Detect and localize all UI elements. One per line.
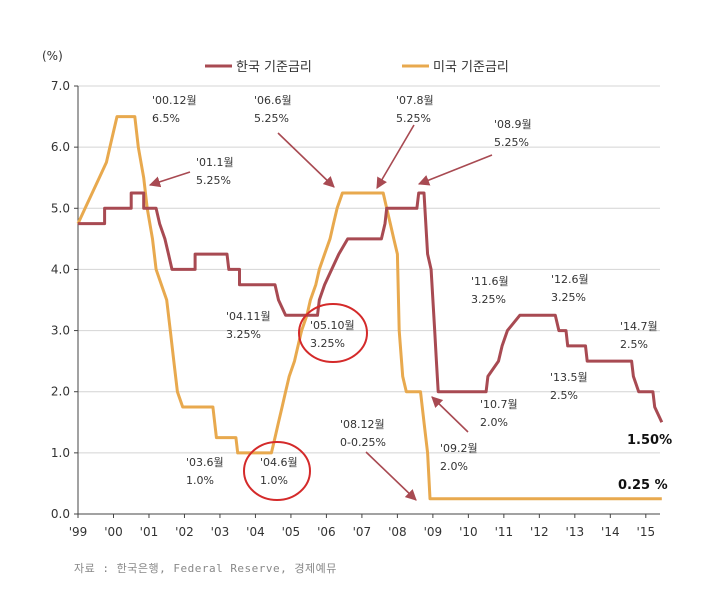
x-tick-label: '02 (175, 525, 194, 539)
annotation-06-6: '06.6월 5.25% (254, 94, 292, 125)
annotations: '00.12월 6.5% '01.1월 5.25% '06.6월 5.25% '07.… (152, 94, 658, 487)
x-tick-label: '07 (353, 525, 372, 539)
y-tick-label: 1.0 (51, 446, 70, 460)
arrow-07-8 (376, 124, 415, 189)
y-tick-label: 0.0 (51, 507, 70, 521)
y-axis-ticks: 0.0 1.0 2.0 3.0 4.0 5.0 6.0 7.0 (51, 79, 78, 521)
annotation-01-1: '01.1월 5.25% (196, 156, 234, 187)
y-tick-label: 5.0 (51, 201, 70, 215)
legend-label-us: 미국 기준금리 (433, 60, 509, 75)
end-label-korea: 1.50% (627, 433, 672, 448)
annotation-12-6: '12.6월 3.25% (551, 273, 589, 304)
annotation-11-6: '11.6월 3.25% (471, 275, 509, 306)
annotation-05-10: '05.10월 3.25% (310, 319, 355, 350)
y-tick-label: 3.0 (51, 324, 70, 338)
annotation-09-2: '09.2월 2.0% (440, 442, 478, 473)
annotation-04-6: '04.6월 1.0% (260, 456, 298, 487)
arrow-06-6 (277, 132, 335, 188)
end-label-us: 0.25 % (618, 478, 668, 493)
annotation-13-5: '13.5월 2.5% (550, 371, 588, 402)
annotation-08-9: '08.9월 5.25% (494, 118, 532, 149)
legend: 한국 기준금리 미국 기준금리 (205, 60, 509, 75)
x-tick-label: '13 (566, 525, 585, 539)
highlight-circle-05-10 (298, 303, 368, 363)
x-axis-ticks: '99 '00 '01 '02 '03 '04 '05 '06 '07 '08 '09 '10 '11 '… (69, 514, 655, 539)
source-note: 자료 : 한국은행, Federal Reserve, 경제예뮤 (74, 562, 337, 575)
arrow-08-9 (417, 154, 493, 186)
arrow-01-1 (148, 171, 191, 188)
series-line-korea (78, 191, 664, 423)
y-tick-label: 6.0 (51, 140, 70, 154)
x-tick-label: '00 (104, 525, 123, 539)
annotation-14-7: '14.7월 2.5% (620, 320, 658, 351)
annotation-arrows (148, 124, 493, 501)
y-tick-label: 2.0 (51, 385, 70, 399)
x-tick-label: '06 (317, 525, 336, 539)
x-tick-label: '14 (601, 525, 620, 539)
x-tick-label: '09 (424, 525, 443, 539)
y-tick-label: 7.0 (51, 79, 70, 93)
legend-label-korea: 한국 기준금리 (236, 60, 312, 75)
highlight-circle-04-6 (243, 441, 311, 501)
x-tick-label: '10 (459, 525, 478, 539)
x-tick-label: '03 (211, 525, 230, 539)
y-tick-label: 4.0 (51, 262, 70, 276)
x-tick-label: '05 (282, 525, 301, 539)
series-line-us (76, 115, 662, 501)
x-tick-label: '11 (495, 525, 514, 539)
annotation-10-7: '10.7월 2.0% (480, 398, 518, 429)
annotation-03-6: '03.6월 1.0% (186, 456, 224, 487)
annotation-08-12: '08.12월 0-0.25% (340, 418, 386, 449)
arrow-08-12 (365, 451, 417, 501)
annotation-04-11: '04.11월 3.25% (226, 310, 271, 341)
x-tick-label: '15 (637, 525, 656, 539)
x-tick-label: '04 (246, 525, 265, 539)
x-tick-label: '12 (530, 525, 549, 539)
x-tick-label: '08 (388, 525, 407, 539)
arrow-09-2 (431, 396, 469, 433)
series-lines (76, 115, 664, 501)
x-tick-label: '99 (69, 525, 88, 539)
y-unit-label: (%) (42, 49, 63, 63)
annotation-07-8: '07.8월 5.25% (396, 94, 434, 125)
x-tick-label: '01 (140, 525, 159, 539)
annotation-00-12: '00.12월 6.5% (152, 94, 197, 125)
